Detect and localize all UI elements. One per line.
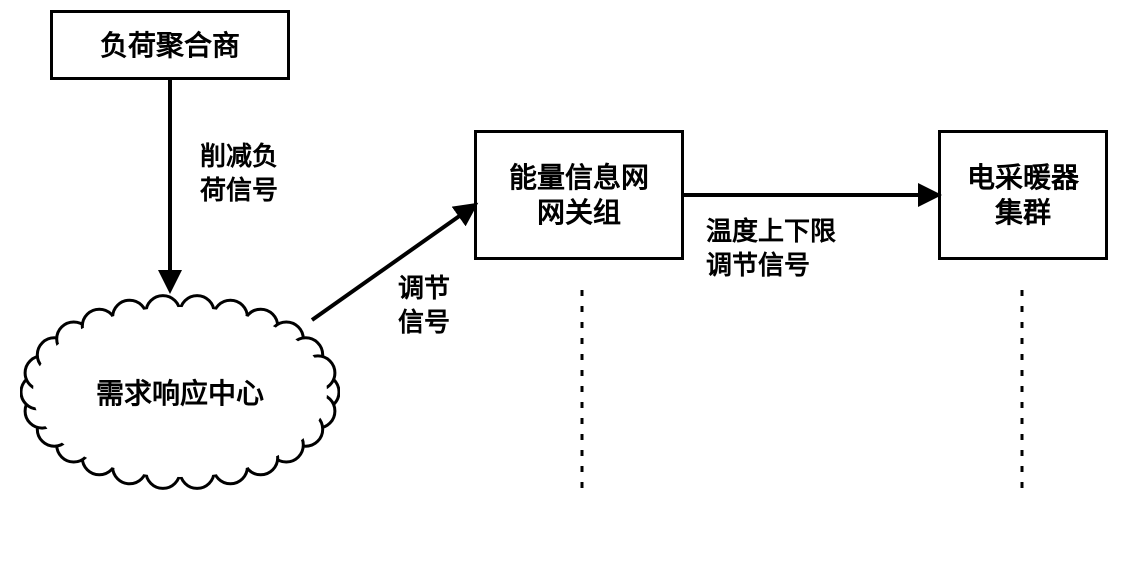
edge-label-temp-2: 调节信号 [706,249,836,283]
aggregator-label: 负荷聚合商 [100,28,240,63]
gateway-box: 能量信息网 网关组 [474,130,684,260]
edge-label-reduce-1: 削减负 [200,140,278,174]
edge-label-adjust: 调节 信号 [398,272,450,340]
edge-label-reduce: 削减负 荷信号 [200,140,278,208]
heater-box: 电采暖器 集群 [938,130,1108,260]
heater-label-1: 电采暖器 [967,160,1079,195]
gateway-label-2: 网关组 [509,195,649,230]
edge-label-reduce-2: 荷信号 [200,174,278,208]
edge-label-adjust-1: 调节 [398,272,450,306]
edge-label-temp-1: 温度上下限 [706,215,836,249]
gateway-label-1: 能量信息网 [509,160,649,195]
edge-label-temp: 温度上下限 调节信号 [706,215,836,283]
edge-label-adjust-2: 信号 [398,306,450,340]
drcenter-label: 需求响应中心 [96,372,264,412]
aggregator-box: 负荷聚合商 [50,10,290,80]
heater-label-2: 集群 [967,195,1079,230]
drcenter-cloud: 需求响应中心 [20,294,340,490]
dashed-group [582,290,1022,490]
